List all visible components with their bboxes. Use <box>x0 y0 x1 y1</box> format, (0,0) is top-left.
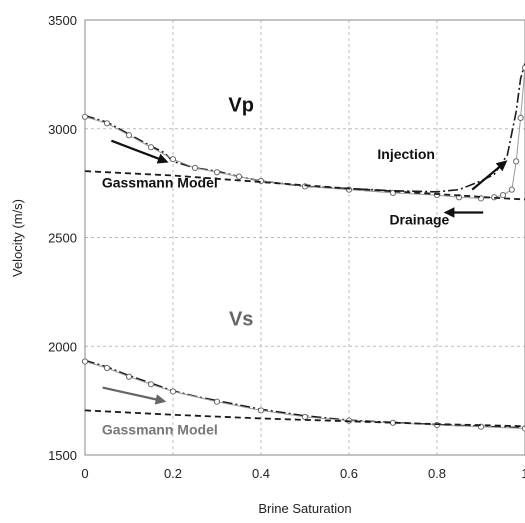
x-tick-label: 0.2 <box>164 466 182 481</box>
drainage-arrow <box>443 207 484 218</box>
y-tick-label: 2500 <box>48 231 77 246</box>
data-series <box>81 63 525 432</box>
arrow-shaft <box>471 165 501 191</box>
gassmann-model-line <box>84 409 525 428</box>
annotation-label: Vp <box>228 94 254 116</box>
series-3 <box>84 170 525 201</box>
y-tick-label: 3000 <box>48 122 77 137</box>
data-point <box>191 164 199 171</box>
annotation-label: Vs <box>229 309 253 331</box>
arrow-head <box>495 160 508 172</box>
data-point <box>147 381 155 388</box>
data-point <box>235 173 243 180</box>
injection-arrow <box>471 160 508 191</box>
series-line <box>84 63 525 193</box>
vp-drainage-direction-arrow <box>111 139 169 164</box>
x-tick-label: 0 <box>81 466 88 481</box>
data-point <box>81 113 89 120</box>
data-point <box>521 64 525 71</box>
arrow-shaft <box>111 139 161 161</box>
axis-ticks: 0 0.2 0.4 0.6 0.8 1 1500 2000 2500 3000 3500 <box>48 13 525 481</box>
data-point <box>147 144 155 151</box>
arrow-head <box>156 153 169 164</box>
data-point <box>389 189 397 197</box>
series-5 <box>81 358 525 432</box>
plot-frame <box>84 19 525 456</box>
data-point <box>169 388 177 395</box>
series-1 <box>84 63 525 193</box>
data-point <box>257 407 265 414</box>
vs-direction-arrow <box>102 386 167 405</box>
gassmann-model-line <box>84 170 525 201</box>
data-point <box>81 358 89 365</box>
x-axis-label: Brine Saturation <box>258 501 351 516</box>
annotation-label: Drainage <box>389 211 449 227</box>
data-point <box>125 132 133 139</box>
y-tick-label: 2000 <box>48 339 77 354</box>
x-tick-label: 0.6 <box>340 466 358 481</box>
x-tick-label: 0.8 <box>428 466 446 481</box>
series-6 <box>84 409 525 428</box>
data-point <box>213 169 221 176</box>
data-point <box>521 425 525 432</box>
data-point <box>508 186 515 193</box>
arrow-head <box>154 394 167 405</box>
data-point <box>499 191 507 199</box>
grid-lines <box>85 20 525 455</box>
data-point <box>103 120 111 127</box>
x-tick-label: 0.4 <box>252 466 270 481</box>
annotation-label: Gassmann Model <box>102 421 218 437</box>
y-axis-label: Velocity (m/s) <box>10 199 25 277</box>
data-point <box>213 398 221 405</box>
data-point <box>517 114 524 121</box>
x-tick-label: 1 <box>521 466 525 481</box>
arrow-head <box>443 207 455 218</box>
annotations: Vp Vs Gassmann Model Gassmann Model Injectio… <box>102 94 508 437</box>
annotation-label: Injection <box>377 146 435 162</box>
y-tick-label: 1500 <box>48 448 77 463</box>
arrow-shaft <box>102 386 158 401</box>
data-point <box>513 158 520 165</box>
data-point <box>103 364 111 372</box>
data-point <box>169 156 177 163</box>
data-point <box>125 373 133 380</box>
y-tick-label: 3500 <box>48 13 77 28</box>
annotation-label: Gassmann Model <box>102 174 218 190</box>
data-point <box>301 413 309 421</box>
